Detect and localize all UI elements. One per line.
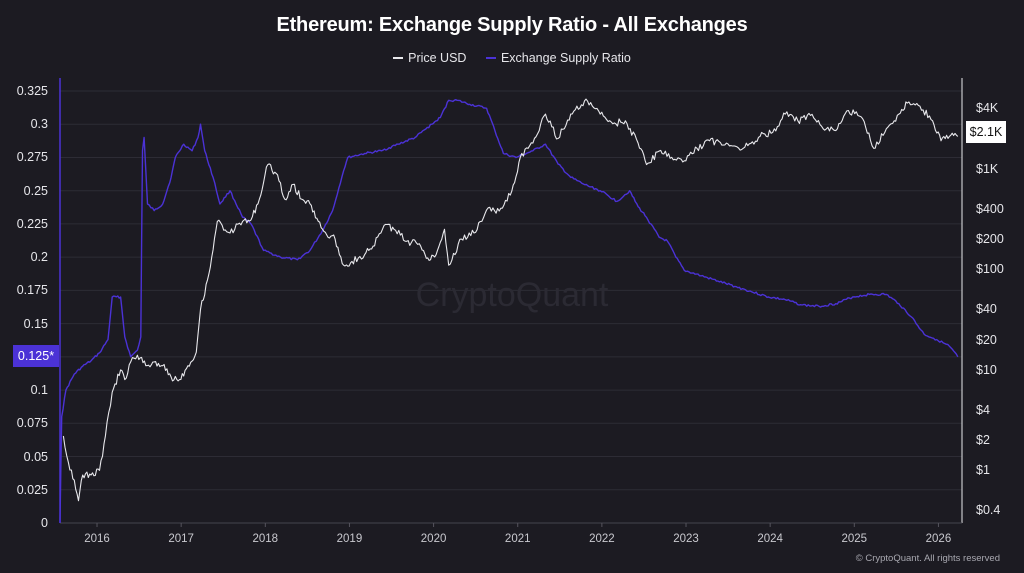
right-tick-label: $100 <box>976 262 1004 277</box>
legend-label-ratio: Exchange Supply Ratio <box>500 51 631 65</box>
x-tick-label: 2023 <box>673 533 699 545</box>
left-tick-label: 0.175 <box>16 283 48 298</box>
x-tick-label: 2022 <box>589 533 615 545</box>
legend-swatch-ratio <box>485 57 496 59</box>
right-tick-label: $4 <box>976 402 990 417</box>
legend-item-price-usd[interactable]: Price USD <box>393 51 466 65</box>
x-tick-label: 2016 <box>84 533 110 545</box>
series-line-exchange-supply-ratio[interactable] <box>59 99 959 524</box>
left-tick-label: 0.25 <box>23 183 48 198</box>
x-tick-label: 2025 <box>841 533 868 545</box>
x-tick-label: 2018 <box>252 533 279 545</box>
left-tick-label: 0.025 <box>16 482 48 497</box>
chart-title: Ethereum: Exchange Supply Ratio - All Ex… <box>276 14 748 36</box>
left-tick-label: 0.275 <box>16 150 48 165</box>
left-tick-label: 0.15 <box>23 316 48 331</box>
legend-label-price: Price USD <box>408 51 467 65</box>
x-tick-marks <box>96 523 939 527</box>
left-tick-label: 0.3 <box>30 117 48 132</box>
right-tick-label: $40 <box>976 302 997 317</box>
right-tick-label: $10 <box>976 362 997 377</box>
legend-swatch-price <box>393 57 404 59</box>
left-tick-label: 0.2 <box>30 250 48 265</box>
current-price-badge: $2.1K <box>966 121 1006 143</box>
copyright-notice: © CryptoQuant. All rights reserved <box>855 553 1000 564</box>
right-tick-label: $4K <box>976 101 999 116</box>
legend-item-exchange-supply-ratio[interactable]: Exchange Supply Ratio <box>485 51 631 65</box>
legend: Price USD Exchange Supply Ratio <box>0 48 1024 65</box>
right-tick-label: $0.4 <box>976 503 1001 518</box>
left-tick-label: 0.325 <box>16 84 48 98</box>
x-tick-label: 2019 <box>336 533 363 545</box>
right-tick-label: $20 <box>976 332 997 347</box>
grid-lines <box>60 90 962 491</box>
x-tick-label: 2026 <box>925 533 952 545</box>
right-tick-label: $400 <box>976 201 1004 216</box>
right-tick-label: $1 <box>976 463 990 478</box>
right-tick-label: $200 <box>976 232 1004 247</box>
right-tick-label: $2 <box>976 433 990 448</box>
left-tick-label: 0.05 <box>23 449 48 464</box>
x-tick-label: 2024 <box>757 533 783 545</box>
x-tick-label: 2020 <box>420 533 447 545</box>
x-tick-label: 2017 <box>168 533 194 545</box>
left-tick-label: 0.075 <box>16 416 48 431</box>
current-ratio-badge: 0.125* <box>13 345 59 367</box>
left-tick-label: 0.1 <box>30 383 48 398</box>
left-tick-label: 0 <box>41 516 48 530</box>
series-line-price-usd[interactable] <box>62 98 959 502</box>
x-tick-label: 2021 <box>504 533 531 545</box>
right-tick-label: $1K <box>976 161 999 176</box>
left-tick-label: 0.225 <box>16 216 48 231</box>
